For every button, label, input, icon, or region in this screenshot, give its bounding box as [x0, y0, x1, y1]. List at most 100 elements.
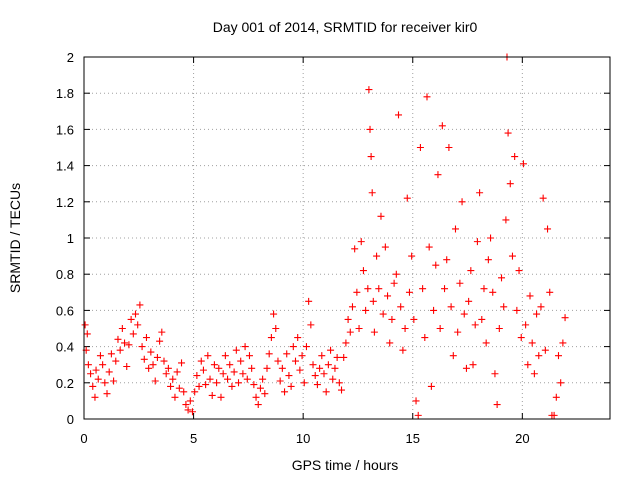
data-point	[375, 285, 383, 293]
data-point	[243, 375, 251, 383]
data-point	[322, 388, 330, 396]
data-point	[318, 352, 326, 360]
data-point	[410, 315, 418, 323]
data-point	[412, 397, 420, 405]
data-point	[522, 321, 530, 329]
data-point	[232, 346, 240, 354]
x-tick-label: 10	[296, 431, 310, 446]
data-point	[197, 357, 205, 365]
data-point	[103, 390, 111, 398]
data-point	[217, 393, 225, 401]
data-point	[508, 252, 516, 260]
data-point	[365, 86, 373, 94]
data-point	[443, 256, 451, 264]
data-point	[245, 352, 253, 360]
data-point	[188, 408, 196, 416]
data-point	[298, 352, 306, 360]
data-point	[530, 370, 538, 378]
data-point	[291, 357, 299, 365]
data-point	[458, 198, 466, 206]
data-point	[132, 310, 140, 318]
data-point	[333, 353, 341, 361]
y-tick-label: 0.4	[56, 340, 74, 355]
x-tick-label: 15	[406, 431, 420, 446]
data-point	[219, 370, 227, 378]
data-point	[487, 234, 495, 242]
data-point	[121, 339, 129, 347]
data-point	[180, 388, 188, 396]
data-point	[500, 303, 508, 311]
data-point	[151, 377, 159, 385]
data-point	[213, 379, 221, 387]
data-point	[403, 194, 411, 202]
data-point	[96, 352, 104, 360]
data-point	[309, 361, 317, 369]
data-point	[416, 144, 424, 151]
data-point	[195, 382, 203, 390]
data-point	[478, 315, 486, 323]
data-point	[265, 350, 273, 358]
y-axis-label: SRMTID / TECUs	[7, 183, 23, 293]
data-point	[370, 328, 378, 336]
data-point	[140, 355, 148, 363]
data-point	[235, 379, 243, 387]
data-point	[256, 384, 264, 392]
data-point	[158, 328, 166, 336]
data-point	[147, 348, 155, 356]
data-point	[447, 303, 455, 311]
data-point	[432, 261, 440, 269]
y-tick-label: 0.6	[56, 303, 74, 318]
data-point	[526, 292, 534, 300]
data-point	[206, 375, 214, 383]
data-point	[373, 252, 381, 260]
data-point	[449, 352, 457, 360]
data-point	[369, 297, 377, 305]
data-point	[335, 379, 343, 387]
data-point	[346, 328, 354, 336]
data-point	[307, 321, 315, 329]
y-tick-label: 1.6	[56, 122, 74, 137]
data-point	[504, 129, 512, 137]
data-point	[250, 381, 258, 389]
data-point	[513, 306, 521, 314]
data-point	[320, 370, 328, 378]
data-point	[252, 393, 260, 401]
grid	[84, 57, 610, 419]
data-point	[305, 297, 313, 305]
data-point	[399, 346, 407, 354]
data-point	[561, 314, 569, 322]
data-point	[191, 388, 199, 396]
data-point	[167, 382, 175, 390]
data-point	[517, 334, 525, 342]
data-point	[278, 364, 286, 372]
data-point	[239, 370, 247, 378]
data-point	[202, 381, 210, 389]
data-point	[489, 288, 497, 296]
data-point	[324, 361, 332, 369]
x-axis-label: GPS time / hours	[292, 457, 399, 473]
y-tick-label: 0.2	[56, 376, 74, 391]
data-point	[254, 401, 262, 409]
y-tick-label: 1.8	[56, 86, 74, 101]
data-point	[160, 357, 168, 365]
data-point	[272, 325, 280, 332]
data-point	[425, 243, 433, 251]
data-point	[482, 339, 490, 347]
data-point	[366, 125, 374, 133]
data-point	[226, 361, 234, 369]
data-point	[156, 337, 164, 345]
data-point	[451, 225, 459, 233]
data-point	[138, 343, 146, 351]
data-point	[528, 339, 536, 347]
axis-ticks: 00.20.40.60.811.21.41.61.820 5 10 15 20	[56, 50, 610, 446]
data-point	[81, 321, 89, 329]
data-point	[550, 411, 558, 419]
data-point	[224, 375, 232, 383]
data-point	[91, 393, 99, 401]
data-point	[175, 384, 183, 392]
data-point	[274, 357, 282, 365]
data-point	[248, 364, 256, 372]
data-point	[204, 352, 212, 360]
data-point	[351, 245, 359, 253]
